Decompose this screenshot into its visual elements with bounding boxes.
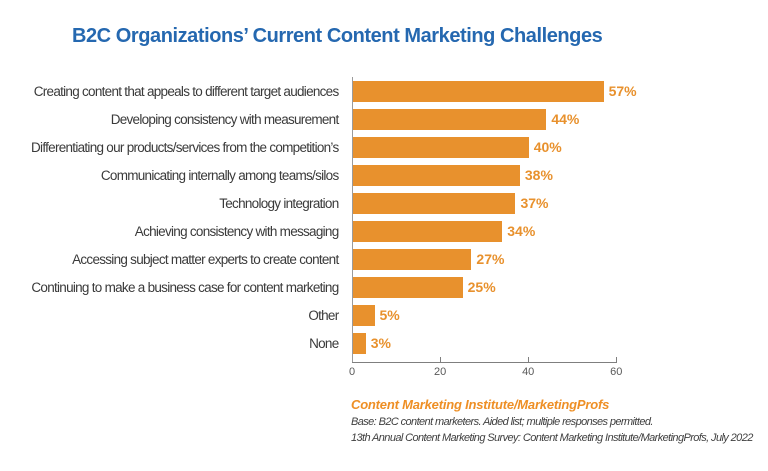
value-label: 40%: [533, 139, 562, 155]
source-footer: Content Marketing Institute/MarketingPro…: [351, 397, 753, 444]
value-label: 57%: [608, 83, 637, 99]
value-label: 27%: [476, 251, 505, 267]
footer-source-name: Content Marketing Institute/MarketingPro…: [351, 397, 610, 412]
x-axis-tick: [615, 356, 617, 362]
value-label: 34%: [507, 223, 536, 239]
category-label: Continuing to make a business case for c…: [31, 280, 339, 295]
y-axis-line: [351, 77, 353, 362]
value-label: 25%: [467, 279, 496, 295]
category-label: Accessing subject matter experts to crea…: [72, 252, 339, 267]
category-label: Achieving consistency with messaging: [134, 224, 339, 239]
footer-base-note: Base: B2C content marketers. Aided list;…: [351, 416, 653, 428]
x-axis-tick: [439, 356, 441, 362]
footer-survey-note: 13th Annual Content Marketing Survey: Co…: [351, 432, 753, 444]
x-axis-line: [351, 361, 617, 363]
bar: [352, 137, 529, 158]
x-axis-tick-label: 60: [610, 365, 623, 378]
bar: [352, 81, 604, 102]
x-axis-tick-label: 20: [433, 365, 447, 378]
category-label: Differentiating our products/services fr…: [31, 140, 339, 155]
x-axis-tick-label: 0: [348, 365, 356, 378]
bar: [352, 165, 520, 186]
category-label: Creating content that appeals to differe…: [33, 84, 339, 99]
bar: [352, 305, 375, 326]
bar: [352, 109, 547, 130]
value-label: 44%: [551, 111, 580, 127]
chart-title: B2C Organizations’ Current Content Marke…: [72, 24, 603, 47]
bar: [352, 193, 516, 214]
x-axis-tick: [527, 356, 529, 362]
x-axis-tick-label: 40: [522, 365, 535, 378]
value-label: 3%: [370, 335, 391, 351]
category-label: None: [309, 336, 339, 351]
bar: [352, 333, 366, 354]
category-label: Communicating internally among teams/sil…: [100, 168, 339, 183]
category-label: Developing consistency with measurement: [110, 112, 340, 127]
value-label: 5%: [379, 307, 400, 323]
bar: [352, 277, 463, 298]
bar: [352, 221, 503, 242]
bar: [352, 249, 472, 270]
category-label: Other: [308, 308, 339, 323]
value-label: 38%: [524, 167, 553, 183]
category-label: Technology integration: [219, 196, 339, 211]
value-label: 37%: [520, 195, 549, 211]
